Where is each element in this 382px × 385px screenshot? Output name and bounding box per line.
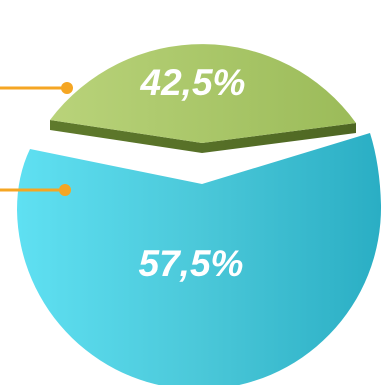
data-label-slice-2: 57,5% (139, 243, 244, 284)
slice-2 (17, 133, 382, 385)
leader-dot-2 (59, 184, 71, 196)
slice-1-side (50, 120, 356, 153)
leader-dot-1 (61, 82, 73, 94)
slice-1 (50, 44, 356, 144)
data-label-slice-1: 42,5% (140, 62, 246, 103)
